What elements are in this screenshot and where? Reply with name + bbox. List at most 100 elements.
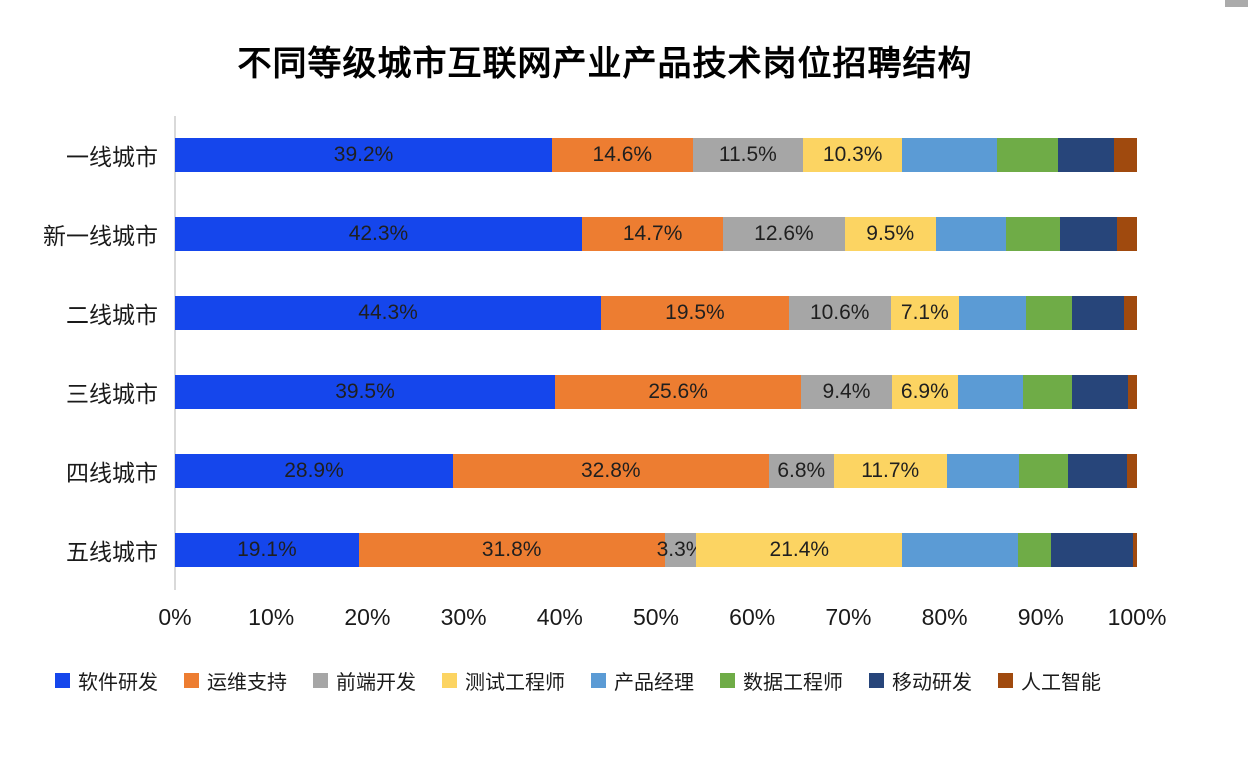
- x-axis-tick-label: 90%: [1017, 604, 1064, 630]
- x-axis-tick-label: 20%: [344, 604, 391, 630]
- segment-value-label: 12.6%: [754, 222, 814, 245]
- bar-row: 四线城市 28.9% 32.8% 6.8% 11.7%: [0, 454, 1248, 488]
- bar-segment: 39.2%: [175, 138, 553, 172]
- segment-value-label: 9.4%: [822, 380, 871, 403]
- segment-value-label: 6.8%: [777, 459, 826, 482]
- legend: 软件研发 运维支持 前端开发 测试工程师 产品经理 数据工程师 移动研发 人工智能: [55, 666, 1205, 694]
- scrollbar-fragment: [1225, 0, 1248, 7]
- segment-value-label: 28.9%: [284, 459, 344, 482]
- x-axis-tick-label: 10%: [248, 604, 295, 630]
- bar-row: 五线城市 19.1% 31.8% 3.3% 21.4%: [0, 533, 1248, 567]
- legend-item: 移动研发: [869, 666, 972, 695]
- bar-segment: [1059, 217, 1117, 251]
- segment-value-label: 10.6%: [809, 301, 870, 324]
- category-label: 四线城市: [66, 460, 158, 486]
- legend-label: 产品经理: [614, 671, 694, 694]
- bar-segment: 44.3%: [175, 296, 602, 330]
- bar-segment: 19.1%: [175, 533, 359, 567]
- legend-swatch-icon: [591, 672, 606, 688]
- bar-segment: [1067, 454, 1128, 488]
- bar-segment: 42.3%: [175, 217, 582, 251]
- legend-label: 前端开发: [336, 671, 416, 694]
- chart-title: 不同等级城市互联网产业产品技术岗位招聘结构: [237, 45, 973, 83]
- legend-item: 产品经理: [591, 666, 694, 695]
- bar-row: 一线城市 39.2% 14.6% 11.5% 10.3%: [0, 138, 1248, 172]
- legend-label: 人工智能: [1021, 671, 1101, 694]
- legend-label: 移动研发: [892, 671, 972, 694]
- bar-segment: [1006, 217, 1060, 251]
- bar-segment: [1124, 296, 1137, 330]
- bar-segment: [1113, 138, 1137, 172]
- bar-row: 二线城市 44.3% 19.5% 10.6% 7.1%: [0, 296, 1248, 330]
- bar-segment: 28.9%: [175, 454, 454, 488]
- segment-value-label: 39.5%: [335, 380, 395, 403]
- bar-segment: 7.1%: [890, 296, 959, 330]
- legend-item: 测试工程师: [442, 666, 565, 695]
- legend-item: 人工智能: [998, 666, 1101, 695]
- segment-value-label: 42.3%: [348, 222, 409, 245]
- bar-segment: 31.8%: [358, 533, 665, 567]
- legend-item: 数据工程师: [720, 666, 843, 695]
- segment-value-label: 14.6%: [592, 143, 653, 166]
- y-axis-line: [174, 116, 176, 590]
- legend-label: 数据工程师: [743, 671, 843, 694]
- x-axis-tick-label: 50%: [632, 604, 680, 630]
- bar-segment: 19.5%: [601, 296, 789, 330]
- x-axis-tick-label: 40%: [536, 604, 583, 630]
- legend-swatch-icon: [998, 672, 1013, 688]
- x-axis-tick-label: 100%: [1107, 604, 1167, 630]
- segment-value-label: 31.8%: [481, 538, 542, 561]
- segment-value-label: 39.2%: [333, 143, 394, 166]
- x-axis-tick-label: 30%: [440, 604, 487, 630]
- bar-segment: 32.8%: [453, 454, 769, 488]
- legend-swatch-icon: [442, 672, 457, 688]
- bar-segment: [1116, 217, 1137, 251]
- bar-segment: [1023, 375, 1072, 409]
- segment-value-label: 19.5%: [665, 301, 725, 324]
- bar-segment: 3.3%: [657, 533, 704, 567]
- legend-item: 前端开发: [313, 666, 416, 695]
- stacked-bar: 28.9% 32.8% 6.8% 11.7%: [175, 454, 1137, 488]
- bar-segment: 25.6%: [554, 375, 802, 409]
- bar-segment: [1071, 375, 1129, 409]
- segment-value-label: 32.8%: [581, 459, 641, 482]
- bar-segment: 11.7%: [833, 454, 947, 488]
- bar-segment: 11.5%: [692, 138, 804, 172]
- bar-row: 新一线城市 42.3% 14.7% 12.6% 9.5%: [0, 217, 1248, 251]
- bar-segment: 9.5%: [844, 217, 936, 251]
- bar-segment: [1018, 454, 1068, 488]
- stacked-bar: 44.3% 19.5% 10.6% 7.1%: [175, 296, 1137, 330]
- segment-value-label: 44.3%: [358, 301, 418, 324]
- bar-segment: [1058, 138, 1114, 172]
- category-label: 三线城市: [66, 381, 158, 407]
- bar-segment: [1071, 296, 1125, 330]
- segment-value-label: 6.9%: [900, 380, 949, 403]
- bar-segment: [1127, 454, 1137, 488]
- x-axis-tick-label: 70%: [825, 604, 872, 630]
- segment-value-label: 21.4%: [769, 538, 830, 561]
- bar-segment: [1051, 533, 1134, 567]
- bar-segment: 14.6%: [552, 138, 693, 172]
- segment-value-label: 19.1%: [237, 538, 297, 561]
- legend-swatch-icon: [184, 672, 199, 688]
- category-label: 一线城市: [66, 144, 158, 170]
- legend-label: 软件研发: [78, 671, 158, 694]
- legend-item: 软件研发: [55, 666, 158, 695]
- category-label: 新一线城市: [43, 223, 158, 249]
- bar-segment: [1133, 533, 1137, 567]
- legend-label: 测试工程师: [465, 671, 565, 694]
- bar-segment: 12.6%: [723, 217, 845, 251]
- bar-segment: [959, 296, 1027, 330]
- bar-segment: [1017, 533, 1052, 567]
- x-axis-tick-label: 80%: [921, 604, 968, 630]
- x-axis: 0% 10% 20% 30% 40% 50% 60% 70% 80% 90% 100%: [158, 604, 1166, 634]
- legend-label: 运维支持: [207, 671, 287, 694]
- bar-segment: [1128, 375, 1137, 409]
- bar-segment: [902, 533, 1018, 567]
- stacked-bar: 39.5% 25.6% 9.4% 6.9%: [175, 375, 1137, 409]
- bar-row: 三线城市 39.5% 25.6% 9.4% 6.9%: [0, 375, 1248, 409]
- bar-segment: 39.5%: [175, 375, 555, 409]
- legend-swatch-icon: [313, 672, 328, 688]
- segment-value-label: 11.7%: [861, 459, 920, 482]
